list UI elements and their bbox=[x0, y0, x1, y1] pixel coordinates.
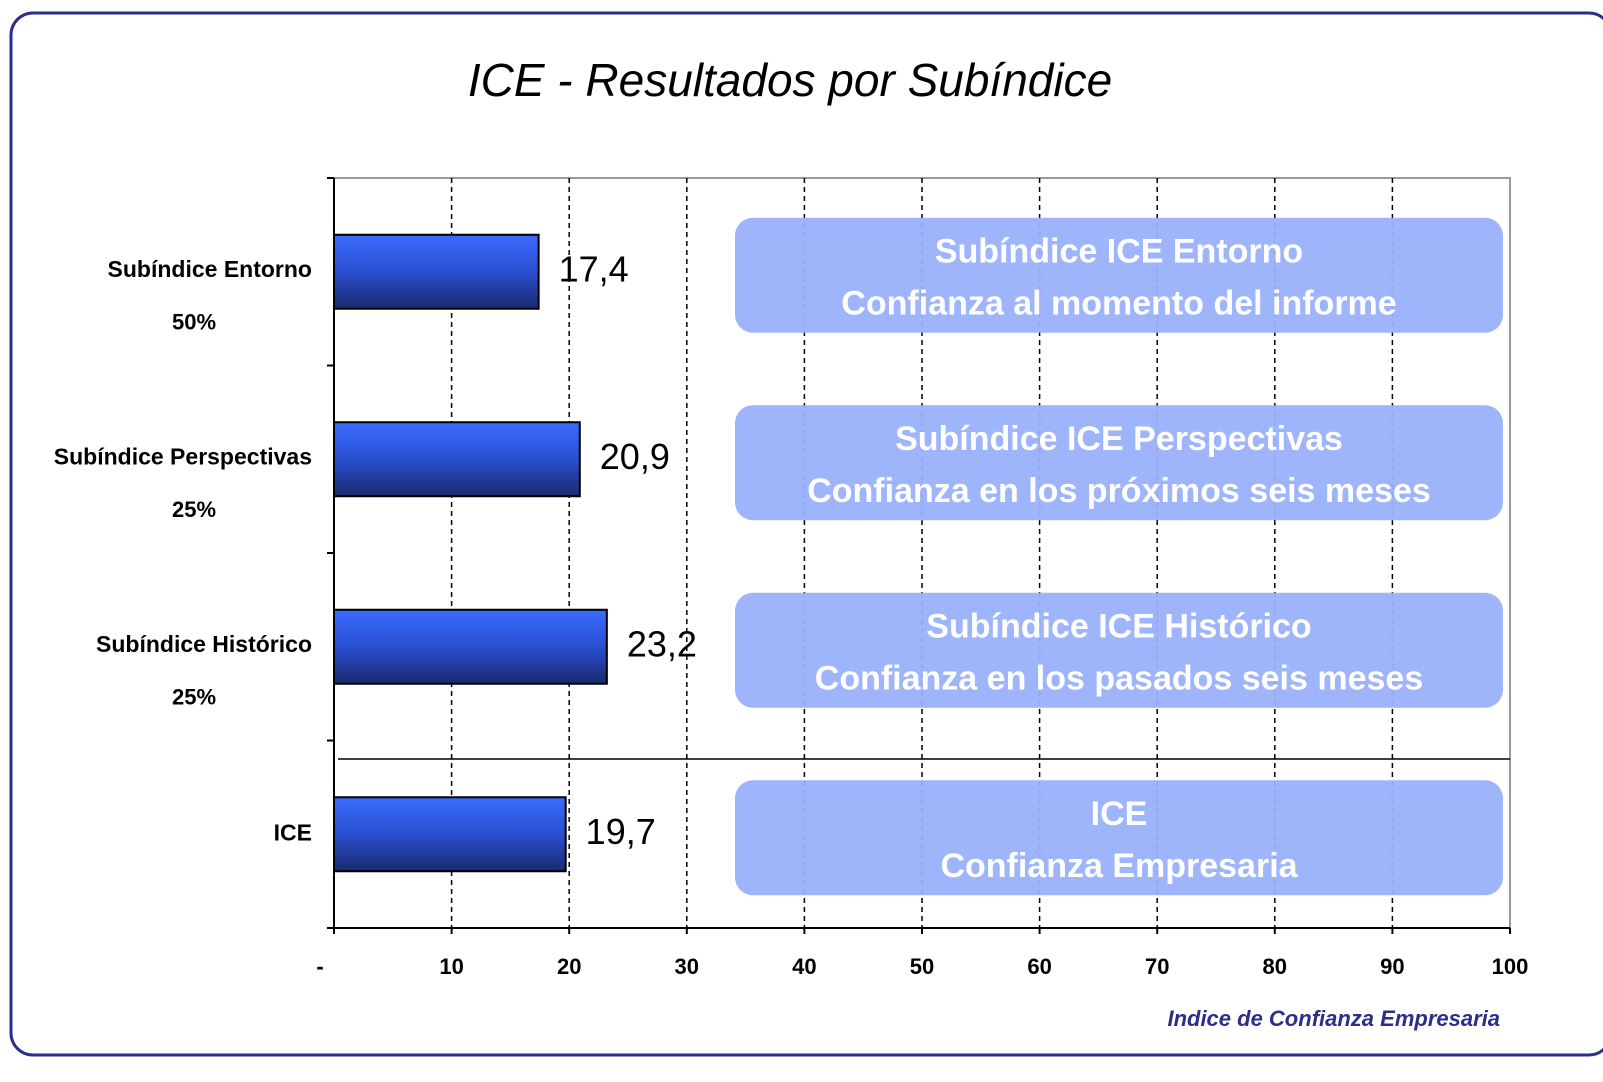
y-tick-label: Subíndice Perspectivas bbox=[54, 443, 312, 469]
annotation-title: Subíndice ICE Entorno bbox=[935, 233, 1303, 271]
y-tick-label: Subíndice Entorno bbox=[108, 256, 312, 282]
x-tick-label: 70 bbox=[1145, 954, 1169, 979]
category-weight: 50% bbox=[172, 310, 216, 335]
x-tick-label: 30 bbox=[675, 954, 699, 979]
bar bbox=[333, 233, 540, 310]
annotation-box bbox=[735, 217, 1503, 333]
data-label: 19,7 bbox=[586, 811, 656, 852]
bar bbox=[333, 421, 581, 498]
x-tick-label: - bbox=[316, 954, 323, 979]
bar bbox=[333, 608, 608, 685]
annotation-box bbox=[735, 592, 1503, 708]
x-tick-label: 10 bbox=[439, 954, 463, 979]
x-tick-label: 80 bbox=[1263, 954, 1287, 979]
annotation-text: Confianza en los próximos seis meses bbox=[807, 472, 1431, 510]
annotation-text: Confianza al momento del informe bbox=[841, 285, 1396, 323]
annotation-box bbox=[735, 405, 1503, 521]
y-tick-label: ICE bbox=[274, 819, 312, 845]
x-tick-label: 50 bbox=[910, 954, 934, 979]
annotation-text: Confianza en los pasados seis meses bbox=[815, 660, 1423, 698]
x-tick-label: 40 bbox=[792, 954, 816, 979]
category-weight: 25% bbox=[172, 685, 216, 710]
data-label: 23,2 bbox=[627, 623, 697, 664]
x-tick-label: 90 bbox=[1380, 954, 1404, 979]
chart-title: ICE - Resultados por Subíndice bbox=[468, 54, 1112, 106]
footer: Indice de Confianza Empresaria bbox=[1167, 1006, 1500, 1031]
bar bbox=[333, 796, 567, 873]
frame bbox=[9, 11, 1603, 1057]
annotation-title: Subíndice ICE Perspectivas bbox=[895, 420, 1343, 458]
annotation-text: Confianza Empresaria bbox=[940, 847, 1298, 885]
x-tick-label: 60 bbox=[1027, 954, 1051, 979]
annotation-box bbox=[735, 780, 1503, 896]
category-weight: 25% bbox=[172, 497, 216, 522]
x-tick-label: 100 bbox=[1492, 954, 1529, 979]
y-tick-label: Subíndice Histórico bbox=[96, 631, 312, 657]
data-label: 20,9 bbox=[600, 436, 670, 477]
x-tick-label: 20 bbox=[557, 954, 581, 979]
annotation-title: ICE bbox=[1091, 795, 1148, 833]
data-label: 17,4 bbox=[559, 248, 629, 289]
annotation-title: Subíndice ICE Histórico bbox=[926, 608, 1311, 646]
